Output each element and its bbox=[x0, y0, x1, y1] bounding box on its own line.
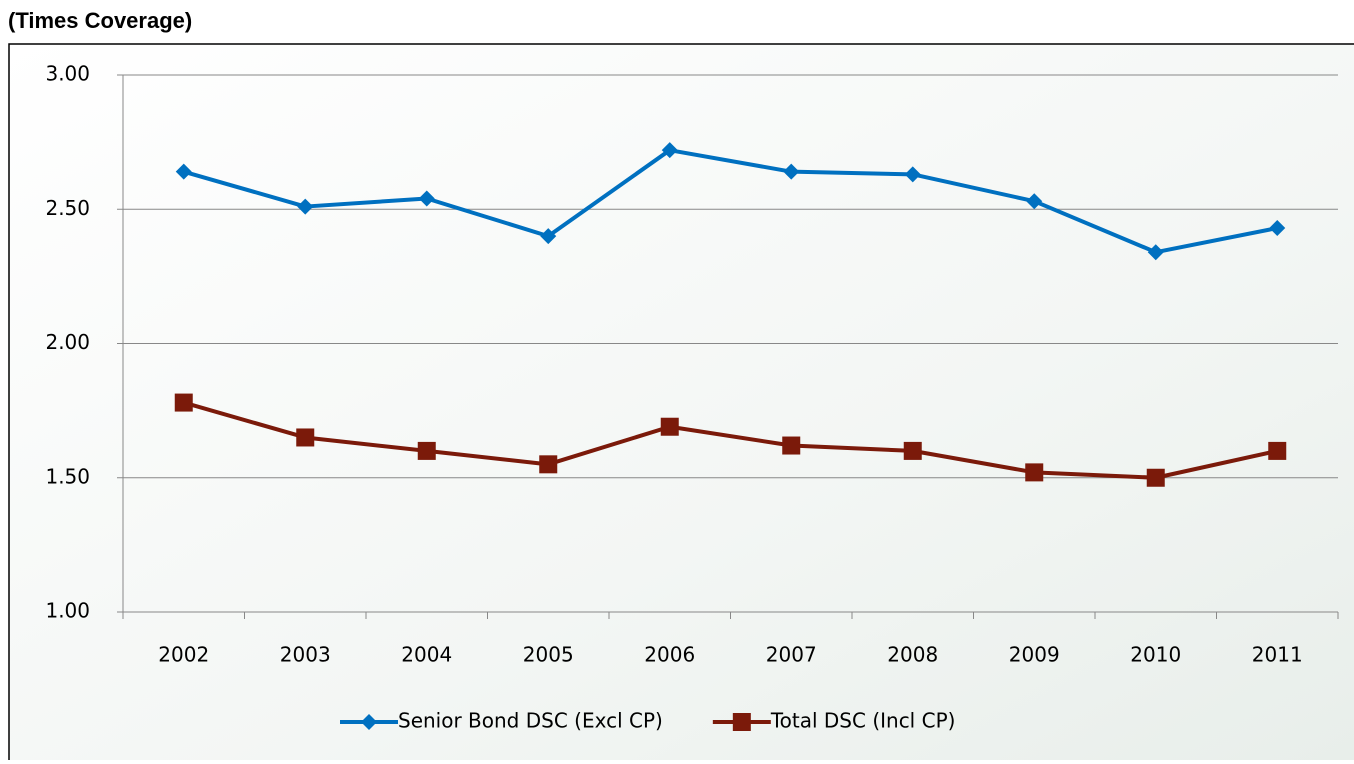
marker bbox=[903, 441, 922, 460]
marker bbox=[1147, 244, 1164, 261]
marker bbox=[297, 198, 314, 215]
marker bbox=[1146, 468, 1165, 487]
chart-title: (Times Coverage) bbox=[8, 8, 192, 33]
marker bbox=[1269, 220, 1286, 237]
y-tick-label: 2.00 bbox=[45, 330, 90, 354]
marker bbox=[783, 163, 800, 180]
legend-label: Senior Bond DSC (Excl CP) bbox=[398, 709, 663, 733]
marker bbox=[660, 417, 679, 436]
series-line bbox=[183, 400, 1278, 480]
x-tick-label: 2004 bbox=[401, 643, 452, 667]
x-tick-label: 2007 bbox=[766, 643, 817, 667]
marker bbox=[732, 713, 751, 731]
x-tick-label: 2008 bbox=[887, 643, 938, 667]
x-tick-label: 2011 bbox=[1252, 643, 1303, 667]
x-tick-label: 2005 bbox=[523, 643, 574, 667]
marker bbox=[361, 714, 377, 730]
marker bbox=[539, 455, 558, 474]
marker bbox=[1268, 441, 1287, 460]
marker bbox=[782, 436, 801, 455]
y-tick-label: 3.00 bbox=[45, 62, 90, 86]
x-tick-label: 2002 bbox=[158, 643, 209, 667]
marker bbox=[175, 163, 192, 180]
marker bbox=[1026, 193, 1043, 210]
x-tick-label: 2003 bbox=[280, 643, 331, 667]
y-tick-label: 1.00 bbox=[45, 599, 90, 623]
y-tick-label: 1.50 bbox=[45, 464, 90, 488]
x-tick-label: 2009 bbox=[1009, 643, 1060, 667]
x-tick-label: 2010 bbox=[1130, 643, 1181, 667]
marker bbox=[296, 428, 315, 447]
series-line bbox=[183, 148, 1278, 255]
marker bbox=[1025, 463, 1044, 482]
marker bbox=[661, 142, 678, 159]
marker bbox=[418, 190, 435, 207]
legend-label: Total DSC (Incl CP) bbox=[770, 709, 956, 733]
x-tick-label: 2006 bbox=[644, 643, 695, 667]
marker bbox=[540, 228, 557, 245]
y-tick-label: 2.50 bbox=[45, 196, 90, 220]
marker bbox=[904, 166, 921, 183]
marker bbox=[417, 441, 436, 460]
chart-frame bbox=[8, 43, 1354, 764]
marker bbox=[174, 393, 193, 412]
